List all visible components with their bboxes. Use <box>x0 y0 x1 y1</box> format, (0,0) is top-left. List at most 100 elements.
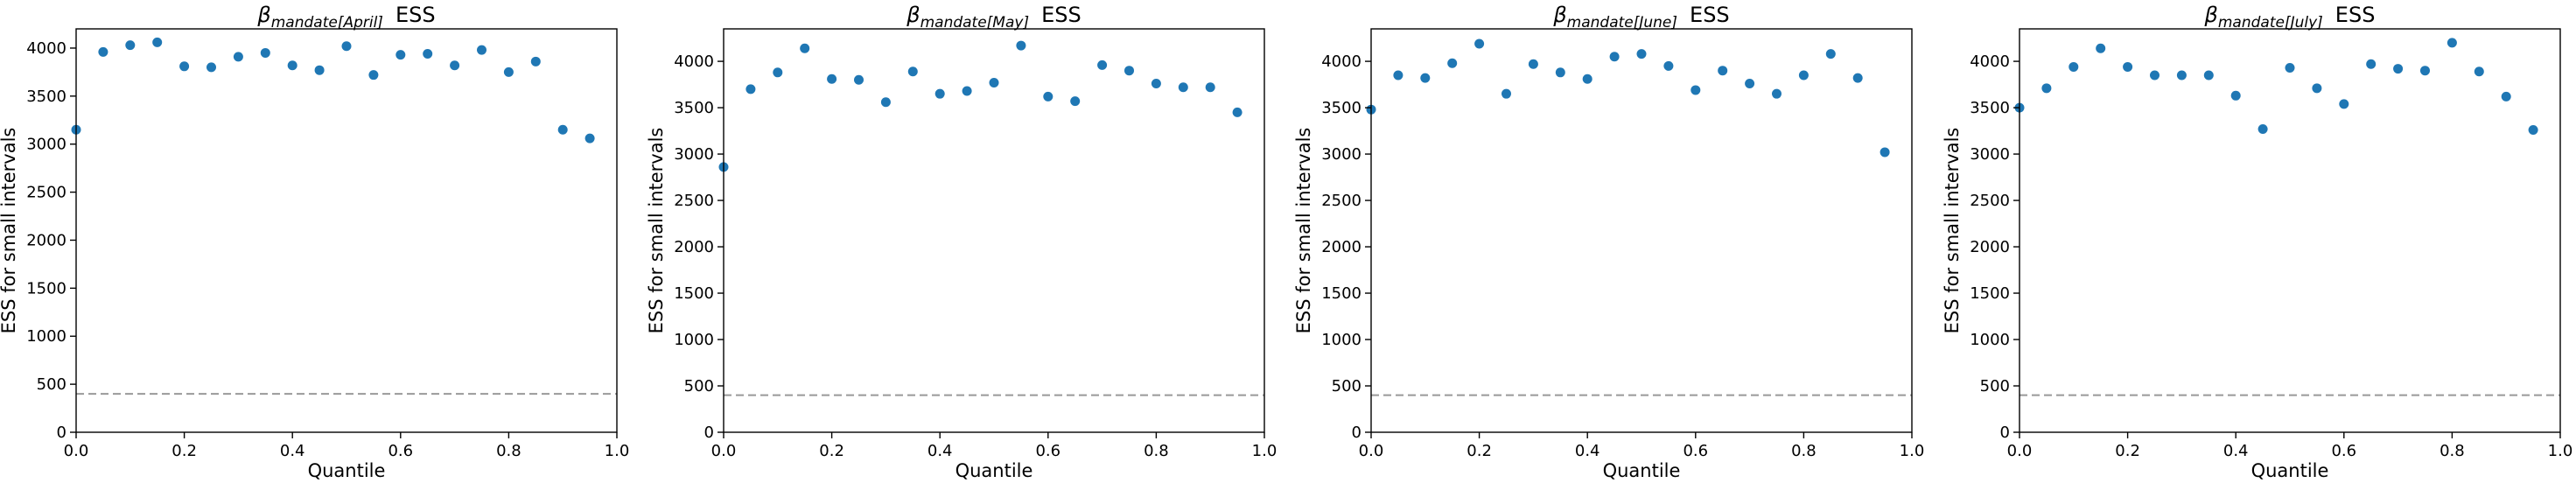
x-tick-label: 1.0 <box>1900 442 1925 460</box>
data-point <box>907 66 918 77</box>
data-point <box>1825 49 1836 60</box>
data-point <box>1205 82 1215 93</box>
data-point <box>450 60 460 71</box>
data-point <box>1393 70 1404 80</box>
y-tick-label: 2000 <box>26 231 66 249</box>
x-tick-label: 0.2 <box>172 442 197 460</box>
y-tick-label: 3500 <box>1321 99 1362 117</box>
data-point <box>1097 60 1108 70</box>
data-point <box>396 50 406 60</box>
title-subscript: mandate[May] <box>920 14 1030 32</box>
x-tick-label: 0.0 <box>64 442 89 460</box>
data-point <box>2123 61 2133 72</box>
x-tick-label: 1.0 <box>2548 442 2573 460</box>
data-point <box>2096 43 2106 53</box>
data-point <box>989 77 999 88</box>
data-point <box>880 97 891 108</box>
data-point <box>1474 38 1485 49</box>
plot-frame <box>723 28 1265 433</box>
x-tick-label: 0.6 <box>1683 442 1708 460</box>
y-tick-label: 0 <box>57 424 66 442</box>
y-tick-label: 0 <box>704 424 714 442</box>
data-point <box>2446 38 2457 48</box>
title-suffix: ESS <box>396 3 436 27</box>
data-point <box>98 46 108 57</box>
data-point <box>1690 85 1701 95</box>
data-point <box>1178 82 1188 93</box>
data-point <box>2339 99 2349 109</box>
data-point <box>2501 91 2511 102</box>
y-tick-label: 1500 <box>1970 284 2010 303</box>
y-tick-label: 1500 <box>26 279 66 298</box>
data-point <box>179 61 190 72</box>
data-point <box>1718 66 1728 76</box>
data-point <box>206 62 216 73</box>
x-tick-label: 0.2 <box>2115 442 2140 460</box>
x-tick-label: 0.2 <box>819 442 844 460</box>
chart-panel-1: 0.0 0.2 0.4 0.6 0.8 1.0 0 500 1000 1500 2000 2500 30… <box>0 3 629 481</box>
data-point <box>2312 83 2322 94</box>
y-tick-label: 3000 <box>674 145 714 164</box>
y-tick-label: 1500 <box>674 284 714 303</box>
data-point <box>2528 125 2538 136</box>
data-point <box>584 133 595 144</box>
data-point <box>2150 70 2160 80</box>
title-subscript: mandate[April] <box>271 14 383 32</box>
data-point <box>746 84 756 94</box>
y-tick-label: 3000 <box>1970 145 2010 164</box>
y-tick-label: 4000 <box>1970 52 2010 71</box>
title-subscript: mandate[July] <box>2218 14 2323 32</box>
plot-frame <box>2019 28 2561 433</box>
data-point <box>1636 49 1647 60</box>
y-axis-label: ESS for small intervals <box>646 128 667 334</box>
data-point <box>2366 59 2376 69</box>
y-tick-label: 3500 <box>1970 99 2010 117</box>
x-tick-label: 0.8 <box>2440 442 2465 460</box>
y-tick-label: 2000 <box>1321 238 1362 256</box>
y-tick-label: 2000 <box>1970 238 2010 256</box>
data-point <box>260 47 270 58</box>
data-point <box>1151 79 1161 89</box>
x-axis-label: Quantile <box>2251 460 2329 481</box>
data-point <box>530 56 541 66</box>
data-point <box>1232 107 1242 117</box>
x-tick-label: 0.6 <box>2331 442 2356 460</box>
chart-title: βmandate[July] ESS <box>2204 3 2376 32</box>
data-point <box>341 41 352 52</box>
data-point <box>125 40 136 51</box>
data-point <box>1447 58 1458 68</box>
data-point <box>2176 70 2187 80</box>
data-point <box>2393 64 2404 74</box>
y-tick-label: 1000 <box>1970 331 2010 349</box>
title-symbol: β <box>1552 3 1566 27</box>
data-point <box>287 60 298 71</box>
data-point <box>1124 66 1134 76</box>
plot-frame <box>1370 28 1913 433</box>
title-symbol: β <box>256 3 270 27</box>
title-suffix: ESS <box>1041 3 1082 27</box>
data-point <box>934 88 945 99</box>
data-point <box>1663 60 1674 71</box>
chart-panel-4: 0.0 0.2 0.4 0.6 0.8 1.0 0 500 1000 1500 2000 2500 30… <box>1942 3 2572 481</box>
y-axis-label: ESS for small intervals <box>1293 128 1314 334</box>
y-tick-label: 0 <box>1352 424 1362 442</box>
data-point <box>1016 40 1026 51</box>
y-tick-label: 2500 <box>674 192 714 210</box>
x-tick-label: 0.6 <box>388 442 413 460</box>
data-point <box>1772 88 1782 99</box>
data-point <box>2258 123 2268 134</box>
x-tick-label: 0.0 <box>711 442 737 460</box>
plot-frame <box>75 28 618 433</box>
chart-title: βmandate[April] ESS <box>256 3 435 32</box>
chart-title: βmandate[June] ESS <box>1552 3 1729 32</box>
y-tick-label: 2500 <box>1321 192 1362 210</box>
data-point <box>1582 74 1592 84</box>
title-subscript: mandate[June] <box>1567 14 1677 32</box>
data-point <box>152 37 163 47</box>
chart-panel-2: 0.0 0.2 0.4 0.6 0.8 1.0 0 500 1000 1500 2000 2500 30… <box>646 3 1277 481</box>
x-tick-label: 0.8 <box>1144 442 1169 460</box>
x-axis-label: Quantile <box>308 460 386 481</box>
y-tick-label: 1000 <box>1321 331 1362 349</box>
x-tick-label: 0.4 <box>280 442 305 460</box>
